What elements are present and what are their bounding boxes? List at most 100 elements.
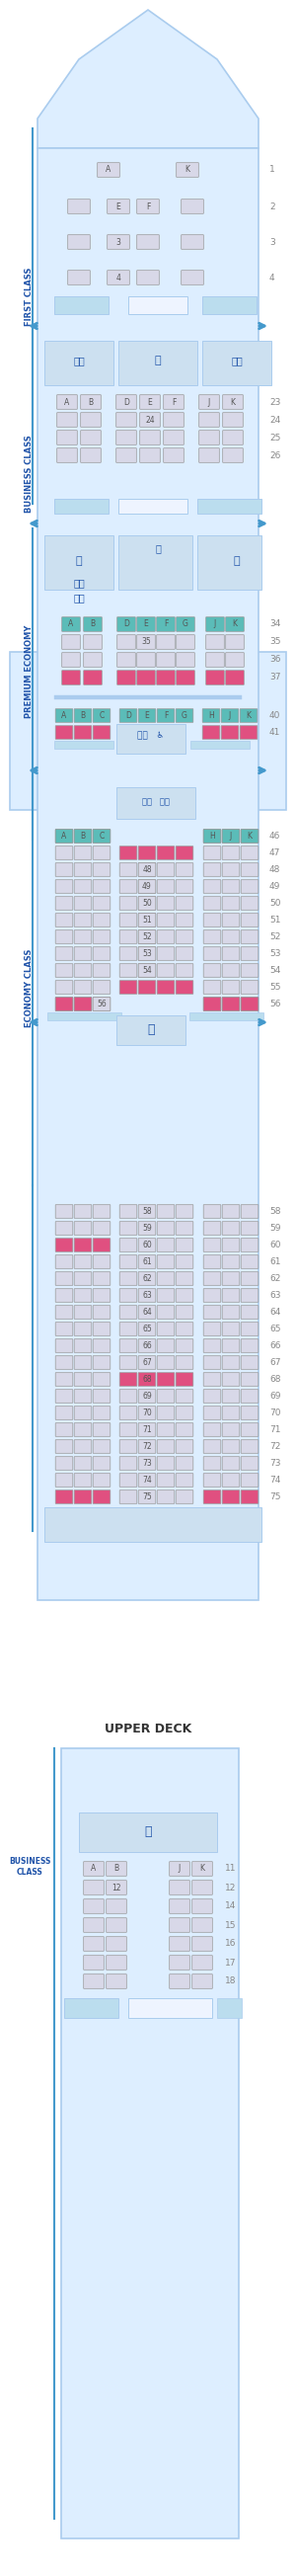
FancyBboxPatch shape: [57, 394, 77, 410]
FancyBboxPatch shape: [157, 845, 174, 860]
FancyBboxPatch shape: [55, 845, 73, 860]
Bar: [79, 1814, 217, 1852]
FancyBboxPatch shape: [176, 1221, 193, 1234]
Text: 1: 1: [269, 165, 275, 175]
FancyBboxPatch shape: [55, 1306, 73, 1319]
FancyBboxPatch shape: [93, 726, 110, 739]
FancyBboxPatch shape: [55, 1255, 73, 1267]
FancyBboxPatch shape: [138, 930, 156, 943]
FancyBboxPatch shape: [120, 1422, 137, 1437]
FancyBboxPatch shape: [222, 881, 239, 894]
FancyBboxPatch shape: [117, 618, 136, 631]
FancyBboxPatch shape: [93, 845, 110, 860]
FancyBboxPatch shape: [203, 997, 221, 1010]
FancyBboxPatch shape: [55, 981, 73, 994]
FancyBboxPatch shape: [138, 948, 156, 961]
FancyBboxPatch shape: [241, 1206, 258, 1218]
Text: 34: 34: [269, 621, 281, 629]
FancyBboxPatch shape: [206, 652, 224, 667]
FancyBboxPatch shape: [120, 1388, 137, 1404]
Text: 56: 56: [269, 999, 281, 1007]
FancyBboxPatch shape: [74, 930, 91, 943]
FancyBboxPatch shape: [157, 1206, 174, 1218]
FancyBboxPatch shape: [93, 1340, 110, 1352]
FancyBboxPatch shape: [138, 930, 156, 943]
FancyBboxPatch shape: [74, 845, 91, 860]
FancyBboxPatch shape: [55, 963, 73, 976]
FancyBboxPatch shape: [241, 1489, 258, 1504]
Text: A: A: [62, 832, 67, 840]
FancyBboxPatch shape: [157, 670, 175, 685]
FancyBboxPatch shape: [107, 198, 130, 214]
FancyBboxPatch shape: [203, 1206, 221, 1218]
FancyBboxPatch shape: [74, 997, 91, 1010]
FancyBboxPatch shape: [116, 412, 136, 428]
FancyBboxPatch shape: [55, 1206, 73, 1218]
FancyBboxPatch shape: [192, 1899, 213, 1914]
FancyBboxPatch shape: [74, 1288, 91, 1301]
FancyBboxPatch shape: [241, 914, 258, 927]
Text: 👤👤: 👤👤: [231, 355, 243, 366]
FancyBboxPatch shape: [93, 1373, 110, 1386]
FancyBboxPatch shape: [83, 1862, 104, 1875]
Text: J: J: [208, 397, 210, 407]
FancyBboxPatch shape: [176, 652, 195, 667]
FancyBboxPatch shape: [157, 1239, 174, 1252]
Text: 16: 16: [225, 1940, 236, 1947]
FancyBboxPatch shape: [93, 1221, 110, 1234]
Text: F: F: [164, 711, 168, 721]
Text: 36: 36: [269, 654, 281, 665]
Text: 14: 14: [225, 1901, 236, 1911]
FancyBboxPatch shape: [120, 1288, 137, 1301]
FancyBboxPatch shape: [157, 881, 174, 894]
Text: 67: 67: [269, 1358, 281, 1368]
FancyBboxPatch shape: [181, 198, 204, 214]
FancyBboxPatch shape: [176, 1373, 193, 1386]
FancyBboxPatch shape: [176, 1473, 193, 1486]
Bar: [118, 500, 187, 513]
Text: 72: 72: [269, 1443, 281, 1450]
FancyBboxPatch shape: [83, 618, 102, 631]
Bar: [128, 1999, 212, 2017]
FancyBboxPatch shape: [192, 1973, 213, 1989]
FancyBboxPatch shape: [202, 708, 220, 721]
Text: K: K: [246, 711, 251, 721]
FancyBboxPatch shape: [203, 863, 221, 876]
Text: 48: 48: [142, 866, 152, 873]
FancyBboxPatch shape: [117, 670, 136, 685]
FancyBboxPatch shape: [157, 981, 174, 994]
Text: 61: 61: [142, 1257, 152, 1267]
FancyBboxPatch shape: [138, 1455, 156, 1471]
FancyBboxPatch shape: [107, 270, 130, 286]
FancyBboxPatch shape: [83, 1973, 104, 1989]
FancyBboxPatch shape: [117, 652, 136, 667]
FancyBboxPatch shape: [106, 1899, 127, 1914]
FancyBboxPatch shape: [140, 412, 160, 428]
FancyBboxPatch shape: [55, 1455, 73, 1471]
FancyBboxPatch shape: [74, 948, 91, 961]
FancyBboxPatch shape: [74, 1388, 91, 1404]
Text: 63: 63: [142, 1291, 152, 1301]
FancyBboxPatch shape: [222, 1373, 239, 1386]
Text: B: B: [88, 397, 93, 407]
Text: 35: 35: [269, 639, 281, 647]
FancyBboxPatch shape: [107, 234, 130, 250]
FancyBboxPatch shape: [62, 652, 80, 667]
Text: 56: 56: [97, 999, 107, 1007]
FancyBboxPatch shape: [176, 708, 193, 721]
FancyBboxPatch shape: [192, 1937, 213, 1950]
FancyBboxPatch shape: [222, 963, 239, 976]
FancyBboxPatch shape: [203, 1440, 221, 1453]
FancyBboxPatch shape: [138, 863, 156, 876]
Text: 55: 55: [269, 984, 281, 992]
FancyBboxPatch shape: [241, 1340, 258, 1352]
Text: 12: 12: [112, 1883, 121, 1891]
FancyBboxPatch shape: [203, 1422, 221, 1437]
FancyBboxPatch shape: [241, 1255, 258, 1267]
FancyBboxPatch shape: [176, 618, 195, 631]
FancyBboxPatch shape: [203, 997, 221, 1010]
FancyBboxPatch shape: [138, 1373, 156, 1386]
FancyBboxPatch shape: [192, 1919, 213, 1932]
FancyBboxPatch shape: [120, 1340, 137, 1352]
FancyBboxPatch shape: [169, 1862, 190, 1875]
